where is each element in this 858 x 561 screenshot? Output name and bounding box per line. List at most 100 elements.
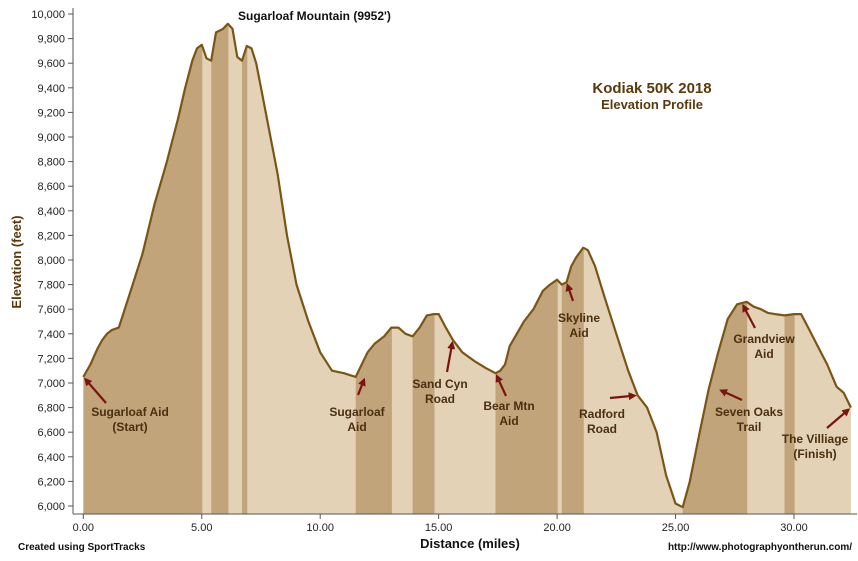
elevation-area — [83, 23, 851, 514]
uphill-segment — [426, 23, 435, 514]
y-axis-title: Elevation (feet) — [9, 215, 24, 308]
y-tick-label: 6,800 — [37, 403, 65, 415]
y-tick-label: 7,200 — [37, 353, 65, 365]
annotation-label: Sugarloaf Aid — [91, 405, 169, 419]
x-tick-label: 20.00 — [543, 522, 571, 534]
y-tick-label: 6,600 — [37, 427, 65, 439]
uphill-segment — [505, 23, 511, 514]
annotation: Sugarloaf Aid(Start) — [83, 377, 169, 434]
y-tick-label: 9,200 — [37, 107, 65, 119]
uphill-segment — [561, 23, 568, 514]
y-tick-label: 8,600 — [37, 181, 65, 193]
uphill-segment — [419, 23, 428, 514]
y-tick-label: 6,200 — [37, 476, 65, 488]
annotation-label: Aid — [347, 420, 366, 434]
annotation-arrow — [445, 340, 456, 373]
ticks-group: 6,000 6,200 6,400 6,600 6,800 7,000 7,200 7,400… — [31, 9, 807, 534]
uphill-segment — [533, 23, 544, 514]
annotation-arrow — [83, 377, 107, 404]
uphill-segment — [142, 23, 155, 514]
x-axis-title: Distance (miles) — [420, 536, 520, 551]
y-tick-label: 9,800 — [37, 34, 65, 46]
x-tick-label: 0.00 — [73, 522, 94, 534]
uphill-segment — [166, 23, 179, 514]
uphill-segment — [367, 23, 376, 514]
uphill-segment — [102, 23, 108, 514]
annotation-label: Aid — [569, 326, 588, 340]
uphill-segment — [718, 23, 729, 514]
uphill-segment — [83, 23, 91, 514]
uphill-segment — [523, 23, 534, 514]
x-tick-label: 15.00 — [425, 522, 453, 534]
annotation-label: The Villiage — [782, 432, 849, 446]
y-tick-label: 8,000 — [37, 255, 65, 267]
axes-group — [72, 8, 857, 515]
uphill-segment — [509, 23, 518, 514]
y-tick-label: 7,600 — [37, 304, 65, 316]
uphill-segment — [192, 23, 198, 514]
y-tick-label: 8,800 — [37, 157, 65, 169]
y-tick-label: 7,400 — [37, 329, 65, 341]
uphill-segment — [97, 23, 103, 514]
annotation-label: Road — [425, 392, 455, 406]
uphill-segment — [223, 23, 229, 514]
annotation-arrow — [356, 377, 366, 396]
uphill-segment — [90, 23, 99, 514]
annotation: The Villiage(Finish) — [782, 408, 851, 461]
y-tick-label: 7,800 — [37, 280, 65, 292]
annotation-arrow — [565, 283, 575, 302]
uphill-segment — [216, 23, 224, 514]
uphill-segment — [737, 23, 748, 514]
uphill-segment — [412, 23, 421, 514]
y-tick-label: 6,000 — [37, 501, 65, 513]
annotation-label: (Start) — [112, 420, 147, 434]
x-tick-label: 25.00 — [662, 522, 690, 534]
uphill-segment — [154, 23, 167, 514]
annotation-arrow — [742, 303, 756, 329]
y-tick-label: 9,600 — [37, 58, 65, 70]
x-tick-label: 5.00 — [191, 522, 212, 534]
uphill-segment — [495, 23, 501, 514]
annotation-arrow — [609, 392, 637, 401]
annotation: Sugarloaf Mountain (9952') — [238, 9, 391, 23]
uphill-segment — [727, 23, 738, 514]
annotation-label: Sand Cyn — [412, 377, 467, 391]
annotation-label: (Finish) — [793, 447, 836, 461]
y-tick-label: 10,000 — [31, 9, 65, 21]
y-tick-label: 6,400 — [37, 452, 65, 464]
uphill-segment — [211, 23, 217, 514]
uphill-segment — [197, 23, 203, 514]
annotation-label: Sugarloaf Mountain (9952') — [238, 9, 391, 23]
uphill-segment — [516, 23, 525, 514]
y-tick-label: 9,000 — [37, 132, 65, 144]
annotation-arrow — [719, 389, 743, 402]
uphill-segment — [550, 23, 558, 514]
uphill-segment — [355, 23, 369, 514]
uphill-segment — [566, 23, 572, 514]
footer-url[interactable]: http://www.photographyontherun.com/ — [667, 542, 852, 553]
uphill-segment — [242, 23, 248, 514]
footer-credit: Created using SportTracks — [18, 542, 146, 553]
uphill-segment — [699, 23, 710, 514]
annotation-label: Grandview — [733, 332, 795, 346]
uphill-segment — [185, 23, 193, 514]
annotation-arrow — [495, 374, 508, 397]
uphill-segment — [118, 23, 132, 514]
chart-title: Kodiak 50K 2018 — [592, 80, 711, 97]
uphill-segment — [708, 23, 719, 514]
uphill-segment — [571, 23, 577, 514]
elevation-line — [82, 22, 852, 509]
uphill-segment — [178, 23, 186, 514]
annotation-label: Trail — [737, 420, 762, 434]
x-tick-label: 30.00 — [780, 522, 808, 534]
uphill-segment — [500, 23, 506, 514]
annotation-label: Road — [587, 422, 617, 436]
